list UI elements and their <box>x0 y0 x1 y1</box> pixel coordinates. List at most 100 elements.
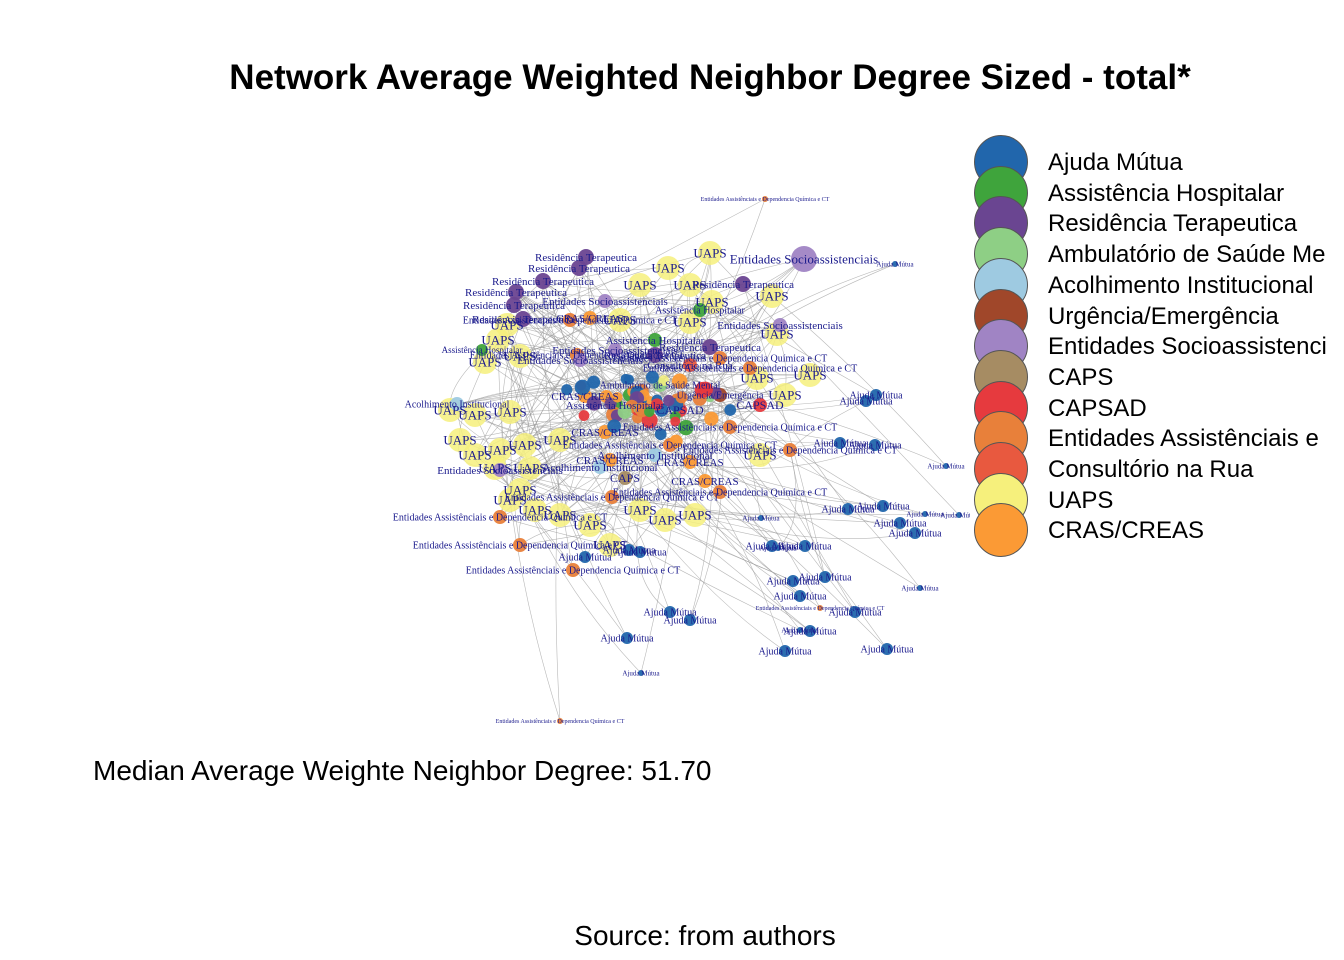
node-label: UAPS <box>693 246 726 261</box>
network-edge <box>555 256 587 722</box>
node-label: UAPS <box>768 388 801 403</box>
network-edge <box>580 267 669 386</box>
network-node <box>819 571 831 583</box>
legend-label: Urgência/Emergência <box>1048 302 1279 330</box>
network-edge <box>585 256 594 383</box>
node-label: Assistência Hospitalar <box>655 306 745 317</box>
network-node <box>693 303 707 317</box>
node-label: Entidades Assistênciais e Dependencia Qu… <box>756 606 885 612</box>
node-label: UAPS <box>760 327 793 342</box>
legend: Ajuda Mútua Assistência Hospitalar Residên… <box>972 135 1344 565</box>
network-edge <box>636 509 671 613</box>
network-node <box>735 276 751 292</box>
network-edge <box>689 283 744 366</box>
network-node <box>563 313 577 327</box>
network-edge <box>777 449 797 549</box>
network-node <box>678 310 702 334</box>
node-label: Entidades Socioassistenciais <box>552 345 678 357</box>
node-label: Ajuda Mútua <box>873 519 927 530</box>
network-node <box>773 318 787 332</box>
network-node <box>881 643 893 655</box>
network-node <box>779 645 791 657</box>
node-label: Acolhimento Institucional <box>597 450 712 462</box>
network-node <box>518 456 542 480</box>
legend-label: CAPS <box>1048 363 1114 391</box>
network-node <box>508 344 532 368</box>
network-node <box>783 443 797 457</box>
network-node <box>760 284 784 308</box>
node-label: UAPS <box>593 538 626 553</box>
network-node <box>523 498 547 522</box>
node-label: UAPS <box>518 503 551 518</box>
network-node <box>641 412 658 429</box>
network-edge <box>689 444 876 469</box>
node-label: Ajuda Mútua <box>758 647 812 658</box>
network-node <box>647 347 663 363</box>
network-node <box>574 379 591 396</box>
node-label: Entidades Assistênciais e Dependencia Qu… <box>466 566 680 577</box>
network-node <box>658 375 670 386</box>
network-edge <box>589 317 761 456</box>
node-label: Entidades Assistênciais e Dependencia Qu… <box>393 513 607 524</box>
network-edge <box>599 411 631 468</box>
node-label: Entidades Assistênciais e Dependencia Qu… <box>470 351 684 362</box>
network-node <box>603 453 617 467</box>
node-label: CRAS/CREAS <box>656 457 723 469</box>
node-label: Ajuda Mútua <box>558 553 612 564</box>
node-label: Ajuda Mútua <box>860 645 914 656</box>
node-label: Ajuda Mútua <box>766 577 820 588</box>
node-label: UAPS <box>483 443 516 458</box>
node-label: UAPS <box>481 333 514 348</box>
network-edge <box>611 492 901 524</box>
network-edge <box>649 420 706 482</box>
node-label: Ajuda Mútua <box>663 616 717 627</box>
node-label: UAPS <box>478 461 511 476</box>
network-node <box>817 605 823 611</box>
network-node <box>894 517 906 529</box>
network-node <box>766 540 778 552</box>
network-edge <box>522 318 691 366</box>
network-edge <box>589 317 670 401</box>
node-label: CAPSAD <box>736 398 784 412</box>
network-edge <box>529 404 761 469</box>
network-edge <box>689 461 884 507</box>
network-edge <box>611 198 766 498</box>
network-edge <box>694 514 916 539</box>
network-edge <box>589 317 711 348</box>
node-label: Residência Terapeutica <box>659 342 761 354</box>
network-edge <box>559 381 680 441</box>
node-label: Ajuda Mútua <box>813 439 867 450</box>
legend-label: CAPSAD <box>1048 394 1147 422</box>
network-node <box>917 585 923 591</box>
source-caption: Source: from authors <box>574 920 836 951</box>
network-edge <box>515 291 677 406</box>
node-label: CRAS/CREAS <box>571 427 638 439</box>
network-edge <box>499 415 585 471</box>
network-node <box>628 498 652 522</box>
node-label: Entidades Assistênciais e Dependencia Qu… <box>613 354 827 365</box>
node-label: Ajuda Mútua <box>613 548 667 559</box>
node-label: Entidades Assistênciais e Dependencia Qu… <box>683 446 897 457</box>
network-edge <box>624 377 758 479</box>
network-edge <box>579 359 761 406</box>
network-node <box>571 260 587 276</box>
node-label: Ajuda Mútua <box>848 441 902 452</box>
network-node <box>804 625 816 637</box>
node-label: Ajuda Mútua <box>622 669 660 677</box>
node-label: Entidades Assistênciais e Dependencia Qu… <box>563 441 777 452</box>
network-edge <box>579 295 773 361</box>
node-label: Residência Terapeutica <box>465 287 567 299</box>
network-node <box>498 400 522 424</box>
network-node <box>561 384 573 396</box>
node-label: UAPS <box>468 355 501 370</box>
network-node <box>798 363 822 387</box>
network-node <box>607 419 622 434</box>
network-edge <box>497 339 561 722</box>
legend-label: UAPS <box>1048 486 1114 514</box>
network-node <box>623 544 635 556</box>
node-label: UAPS <box>740 371 773 386</box>
network-edge <box>559 417 638 516</box>
node-label: UAPS <box>503 483 536 498</box>
legend-swatch <box>974 503 1028 558</box>
node-label: UAPS <box>793 368 826 383</box>
